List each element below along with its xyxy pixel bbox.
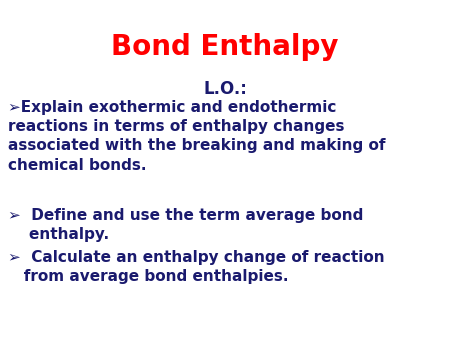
Text: ➢Explain exothermic and endothermic
reactions in terms of enthalpy changes
assoc: ➢Explain exothermic and endothermic reac… (8, 100, 386, 173)
Text: L.O.:: L.O.: (203, 80, 247, 98)
Text: ➢  Calculate an enthalpy change of reaction
   from average bond enthalpies.: ➢ Calculate an enthalpy change of reacti… (8, 250, 385, 284)
Text: Bond Enthalpy: Bond Enthalpy (111, 33, 339, 61)
Text: ➢  Define and use the term average bond
    enthalpy.: ➢ Define and use the term average bond e… (8, 208, 364, 242)
